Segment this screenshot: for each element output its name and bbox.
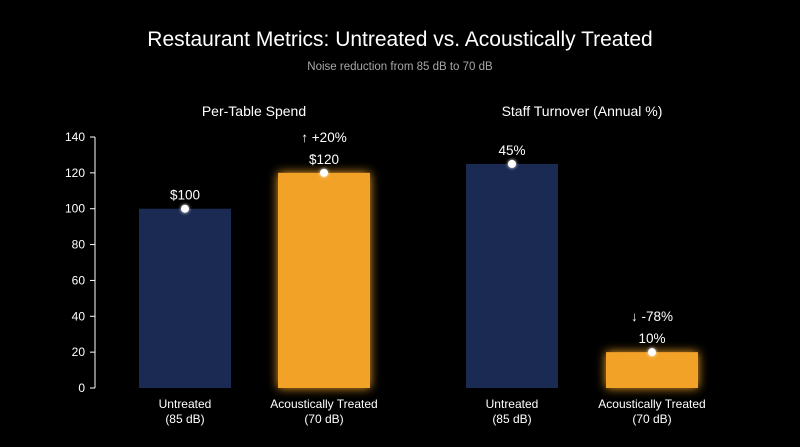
- data-label: 10%: [638, 331, 665, 346]
- data-label: $120: [309, 152, 339, 167]
- bar: [606, 352, 698, 388]
- x-tick-label: Acoustically Treated: [598, 397, 705, 411]
- x-tick-label: (70 dB): [304, 412, 343, 426]
- bar-top-marker: [320, 168, 328, 177]
- change-annotation: ↓ -78%: [631, 309, 673, 324]
- y-tick-label: 100: [65, 202, 85, 216]
- bar: [466, 163, 558, 388]
- x-tick-label: Untreated: [486, 397, 539, 411]
- bar: [139, 208, 231, 388]
- y-tick-label: 120: [65, 166, 85, 180]
- y-tick-label: 20: [72, 345, 86, 359]
- data-label: 45%: [498, 143, 525, 158]
- x-tick-label: (85 dB): [492, 412, 531, 426]
- chart-subtitle: Noise reduction from 85 dB to 70 dB: [307, 61, 493, 73]
- panel-title: Staff Turnover (Annual %): [502, 103, 663, 119]
- x-tick-label: Acoustically Treated: [270, 397, 377, 411]
- bars-group: [139, 163, 698, 388]
- y-tick-label: 60: [72, 273, 86, 287]
- bar: [278, 172, 370, 388]
- bar-top-marker: [648, 348, 656, 357]
- y-axis: 0 20 40 60 80 100 120 140: [65, 130, 96, 395]
- bar-top-marker: [181, 204, 189, 213]
- y-tick-label: 40: [72, 309, 86, 323]
- chart-title: Restaurant Metrics: Untreated vs. Acoust…: [147, 28, 653, 51]
- y-tick-label: 0: [78, 381, 85, 395]
- x-tick-label: (85 dB): [165, 412, 204, 426]
- bar-top-marker: [508, 159, 516, 168]
- y-tick-label: 140: [65, 130, 85, 144]
- x-tick-label: (70 dB): [632, 412, 671, 426]
- change-annotation: ↑ +20%: [301, 130, 346, 145]
- y-tick-label: 80: [72, 238, 86, 252]
- data-label: $100: [170, 188, 200, 203]
- panel-title: Per-Table Spend: [202, 103, 306, 119]
- x-tick-label: Untreated: [159, 397, 212, 411]
